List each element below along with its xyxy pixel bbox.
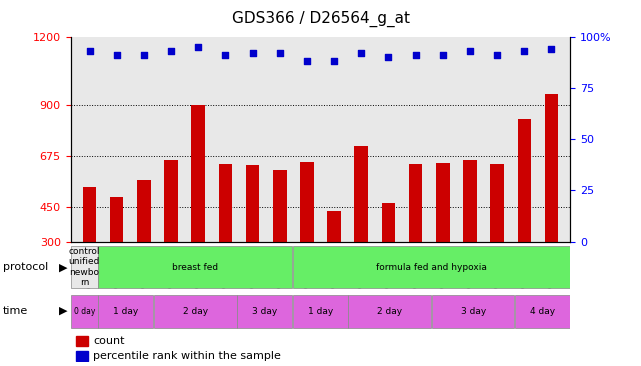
FancyBboxPatch shape: [293, 246, 570, 288]
Text: ▶: ▶: [59, 306, 67, 316]
FancyBboxPatch shape: [515, 295, 570, 328]
Text: time: time: [3, 306, 28, 316]
Bar: [517, 119, 531, 242]
Bar: [300, 162, 313, 242]
Point: [193, 44, 203, 50]
Text: formula fed and hypoxia: formula fed and hypoxia: [376, 263, 487, 272]
Text: 3 day: 3 day: [253, 307, 278, 315]
Text: GDS366 / D26564_g_at: GDS366 / D26564_g_at: [231, 11, 410, 27]
Text: 0 day: 0 day: [74, 307, 95, 315]
Bar: [328, 211, 341, 242]
Bar: [164, 160, 178, 242]
Point: [356, 50, 367, 56]
Bar: [354, 146, 368, 242]
Point: [247, 50, 258, 56]
Text: protocol: protocol: [3, 262, 49, 272]
Bar: [463, 160, 477, 242]
FancyBboxPatch shape: [431, 295, 514, 328]
Point: [166, 48, 176, 54]
Text: count: count: [93, 336, 124, 346]
FancyBboxPatch shape: [71, 295, 97, 328]
Point: [221, 52, 231, 58]
Bar: [381, 203, 395, 242]
Bar: [83, 187, 96, 242]
Bar: [219, 164, 232, 242]
Bar: [436, 163, 449, 242]
Point: [112, 52, 122, 58]
Text: control
unified
newbo
rn: control unified newbo rn: [69, 247, 100, 287]
Bar: [76, 336, 88, 346]
Text: 4 day: 4 day: [530, 307, 555, 315]
Text: 3 day: 3 day: [461, 307, 486, 315]
FancyBboxPatch shape: [237, 295, 292, 328]
FancyBboxPatch shape: [98, 295, 153, 328]
Bar: [545, 94, 558, 242]
Bar: [192, 105, 205, 242]
Point: [85, 48, 95, 54]
Point: [438, 52, 448, 58]
Bar: [273, 170, 287, 242]
FancyBboxPatch shape: [154, 295, 237, 328]
Point: [465, 48, 475, 54]
Point: [383, 54, 394, 60]
Text: 1 day: 1 day: [113, 307, 138, 315]
Text: 2 day: 2 day: [183, 307, 208, 315]
FancyBboxPatch shape: [71, 246, 97, 288]
Text: percentile rank within the sample: percentile rank within the sample: [93, 351, 281, 361]
Point: [274, 50, 285, 56]
Point: [138, 52, 149, 58]
Bar: [409, 164, 422, 242]
Bar: [76, 351, 88, 361]
Bar: [246, 165, 260, 242]
Text: ▶: ▶: [59, 262, 67, 272]
FancyBboxPatch shape: [348, 295, 431, 328]
Bar: [137, 180, 151, 242]
FancyBboxPatch shape: [293, 295, 347, 328]
Text: 2 day: 2 day: [378, 307, 403, 315]
Point: [410, 52, 420, 58]
Text: 1 day: 1 day: [308, 307, 333, 315]
Point: [329, 58, 339, 64]
Point: [302, 58, 312, 64]
Text: breast fed: breast fed: [172, 263, 219, 272]
Bar: [110, 197, 124, 242]
Point: [546, 46, 556, 52]
Bar: [490, 164, 504, 242]
Point: [519, 48, 529, 54]
Point: [492, 52, 503, 58]
FancyBboxPatch shape: [98, 246, 292, 288]
